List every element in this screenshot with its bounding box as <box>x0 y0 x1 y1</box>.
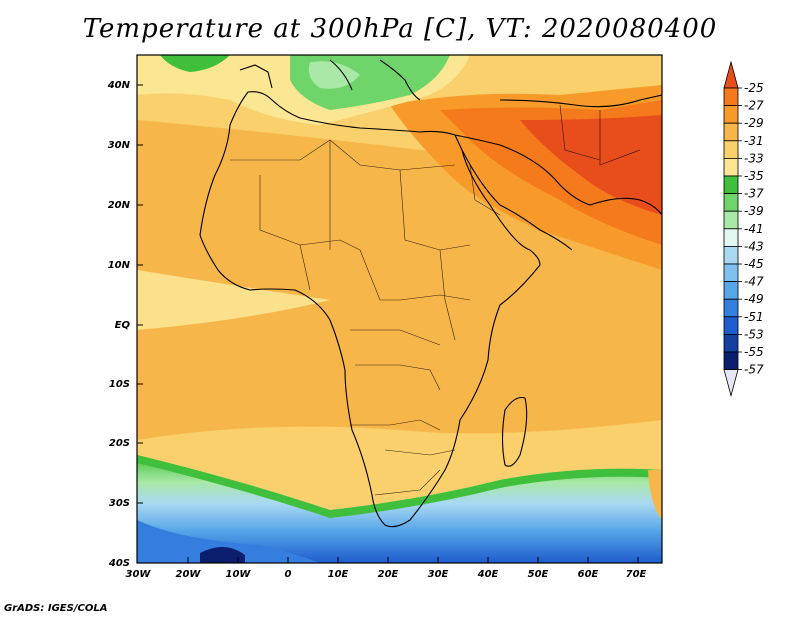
lat-tick-label: EQ <box>115 320 131 331</box>
colorbar-label: -55 <box>744 345 764 359</box>
lon-tick-label: 20E <box>378 569 399 580</box>
map-frame <box>136 54 663 564</box>
lon-tick-label: 10E <box>328 569 349 580</box>
colorbar-swatch <box>723 316 739 335</box>
lon-tick-label: 0 <box>285 569 292 580</box>
colorbar-label: -57 <box>744 363 764 377</box>
colorbar-label: -31 <box>744 134 764 148</box>
lat-tick-label: 40N <box>107 80 131 91</box>
colorbar-swatch <box>723 333 739 353</box>
colorbar: -25 -27 -29 -31 -33 -35 -37 -39 -41 -43 -45 -47 -49 -… <box>723 60 764 398</box>
lon-tick-label: 30W <box>126 569 152 580</box>
colorbar-swatch <box>723 210 739 230</box>
lon-tick-label: 50E <box>528 569 549 580</box>
lat-tick-label: 20S <box>109 438 130 449</box>
lat-tick-label: 10S <box>109 379 130 390</box>
lat-ticks <box>137 84 143 504</box>
colorbar-swatch <box>723 351 739 371</box>
lat-axis: 40N 30N 20N 10N EQ 10S 20S 30S 40S <box>107 80 131 569</box>
colorbar-label: -47 <box>744 275 764 289</box>
colorbar-swatch <box>723 228 739 247</box>
temperature-field <box>137 55 662 563</box>
coastlines <box>199 59 662 528</box>
lon-tick-label: 10W <box>226 569 252 580</box>
colorbar-label: -51 <box>744 310 764 324</box>
lon-tick-label: 40E <box>477 569 499 580</box>
lat-tick-label: 20N <box>108 200 131 211</box>
colorbar-swatch <box>723 281 739 300</box>
lon-tick-label: 70E <box>626 569 647 580</box>
lon-axis: 30W 20W 10W 0 10E 20E 30E 40E 50E 60E 70… <box>126 569 647 580</box>
lat-tick-label: 10N <box>108 260 131 271</box>
colorbar-label: -45 <box>744 257 764 271</box>
colorbar-swatch <box>723 245 739 265</box>
colorbar-label: -27 <box>744 99 764 113</box>
colorbar-label: -37 <box>744 187 764 201</box>
colorbar-swatch <box>723 193 739 212</box>
colorbar-label: -25 <box>744 81 764 95</box>
colorbar-swatch <box>723 87 739 107</box>
country-borders <box>230 104 641 496</box>
lat-tick-label: 40S <box>108 558 130 569</box>
colorbar-swatch <box>723 263 739 283</box>
colorbar-swatch <box>723 105 739 124</box>
colorbar-label: -29 <box>744 116 764 130</box>
colorbar-swatch <box>723 175 739 195</box>
lon-tick-label: 20W <box>176 569 202 580</box>
colorbar-swatch <box>723 122 739 142</box>
colorbar-label: -41 <box>744 222 764 236</box>
colorbar-label: -35 <box>744 169 764 183</box>
colorbar-top-arrow <box>723 60 739 89</box>
colorbar-swatch <box>723 140 739 159</box>
colorbar-label: -43 <box>744 239 764 253</box>
lat-tick-label: 30S <box>109 498 130 509</box>
colorbar-swatch <box>723 298 739 318</box>
colorbar-label: -39 <box>744 204 764 218</box>
colorbar-bottom-arrow <box>723 369 739 398</box>
lon-ticks <box>187 557 639 563</box>
footer-credit: GrADS: IGES/COLA <box>4 603 108 614</box>
colorbar-label: -53 <box>744 327 764 341</box>
chart-title: Temperature at 300hPa [C], VT: 202008040… <box>82 14 718 44</box>
lon-tick-label: 30E <box>428 569 449 580</box>
colorbar-label: -49 <box>744 292 764 306</box>
lat-tick-label: 30N <box>108 140 131 151</box>
colorbar-swatch <box>723 157 739 177</box>
colorbar-label: -33 <box>744 151 764 165</box>
lon-tick-label: 60E <box>578 569 599 580</box>
